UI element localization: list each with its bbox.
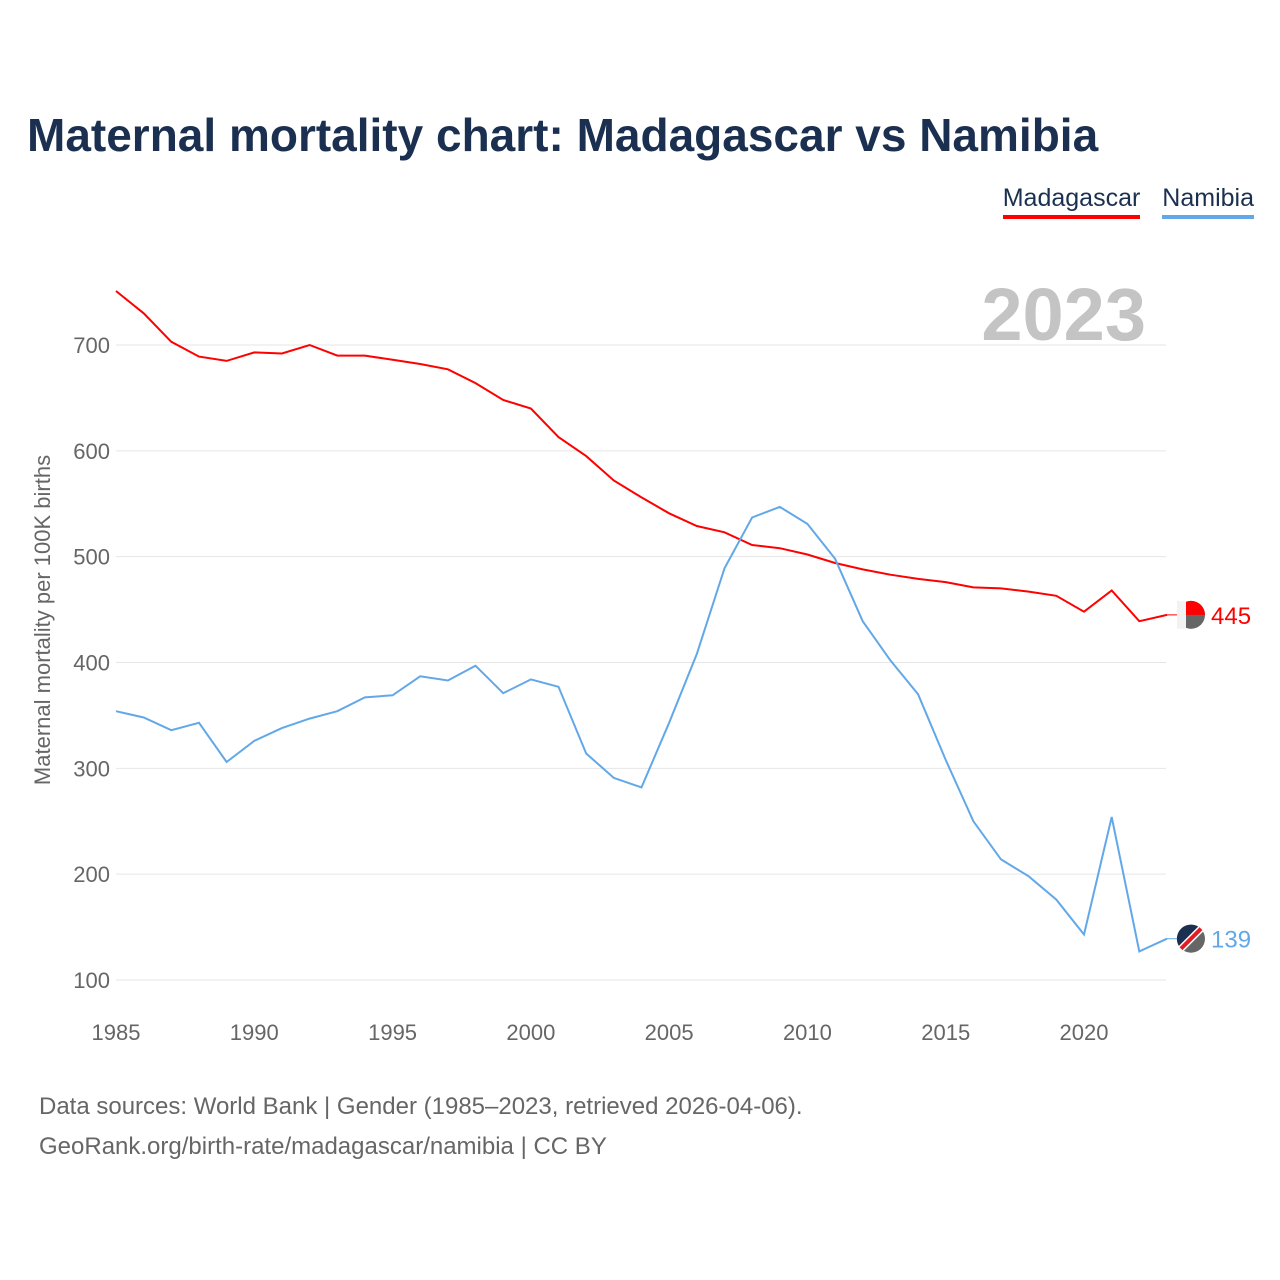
x-tick-label: 1995: [368, 1020, 417, 1045]
y-tick-label: 400: [73, 651, 110, 676]
series-line-namibia: [115, 505, 1168, 953]
chart-title: Maternal mortality chart: Madagascar vs …: [27, 109, 1099, 161]
x-tick-label: 2015: [921, 1020, 970, 1045]
series-line-madagascar: [115, 290, 1168, 623]
y-tick-label: 200: [73, 862, 110, 887]
footer-link[interactable]: GeoRank.org/birth-rate/madagascar/namibi…: [39, 1133, 607, 1160]
y-tick-label: 100: [73, 968, 110, 993]
y-tick-label: 300: [73, 756, 110, 781]
legend-namibia[interactable]: Namibia: [1162, 184, 1254, 219]
footer-sources: Data sources: World Bank | Gender (1985–…: [39, 1093, 803, 1120]
x-tick-label: 2010: [783, 1020, 832, 1045]
legend-madagascar[interactable]: Madagascar: [1002, 184, 1141, 219]
footer: Data sources: World Bank | Gender (1985–…: [39, 1087, 803, 1167]
y-tick-label: 500: [73, 545, 110, 570]
y-tick-label: 700: [73, 333, 110, 358]
x-tick-label: 2005: [645, 1020, 694, 1045]
x-tick-label: 1985: [92, 1020, 141, 1045]
y-tick-label: 600: [73, 439, 110, 464]
end-value-label: 445: [1211, 603, 1251, 630]
x-tick-label: 2020: [1060, 1020, 1109, 1045]
madagascar-flag-white: [1177, 600, 1186, 629]
namibia-flag-red: [1179, 927, 1203, 951]
end-value-label: 139: [1211, 927, 1251, 954]
legend: Madagascar Namibia: [1002, 184, 1254, 219]
y-axis-label: Maternal mortality per 100K births: [30, 455, 55, 785]
x-tick-label: 2000: [506, 1020, 555, 1045]
x-tick-label: 1990: [230, 1020, 279, 1045]
year-label: 2023: [981, 273, 1146, 356]
